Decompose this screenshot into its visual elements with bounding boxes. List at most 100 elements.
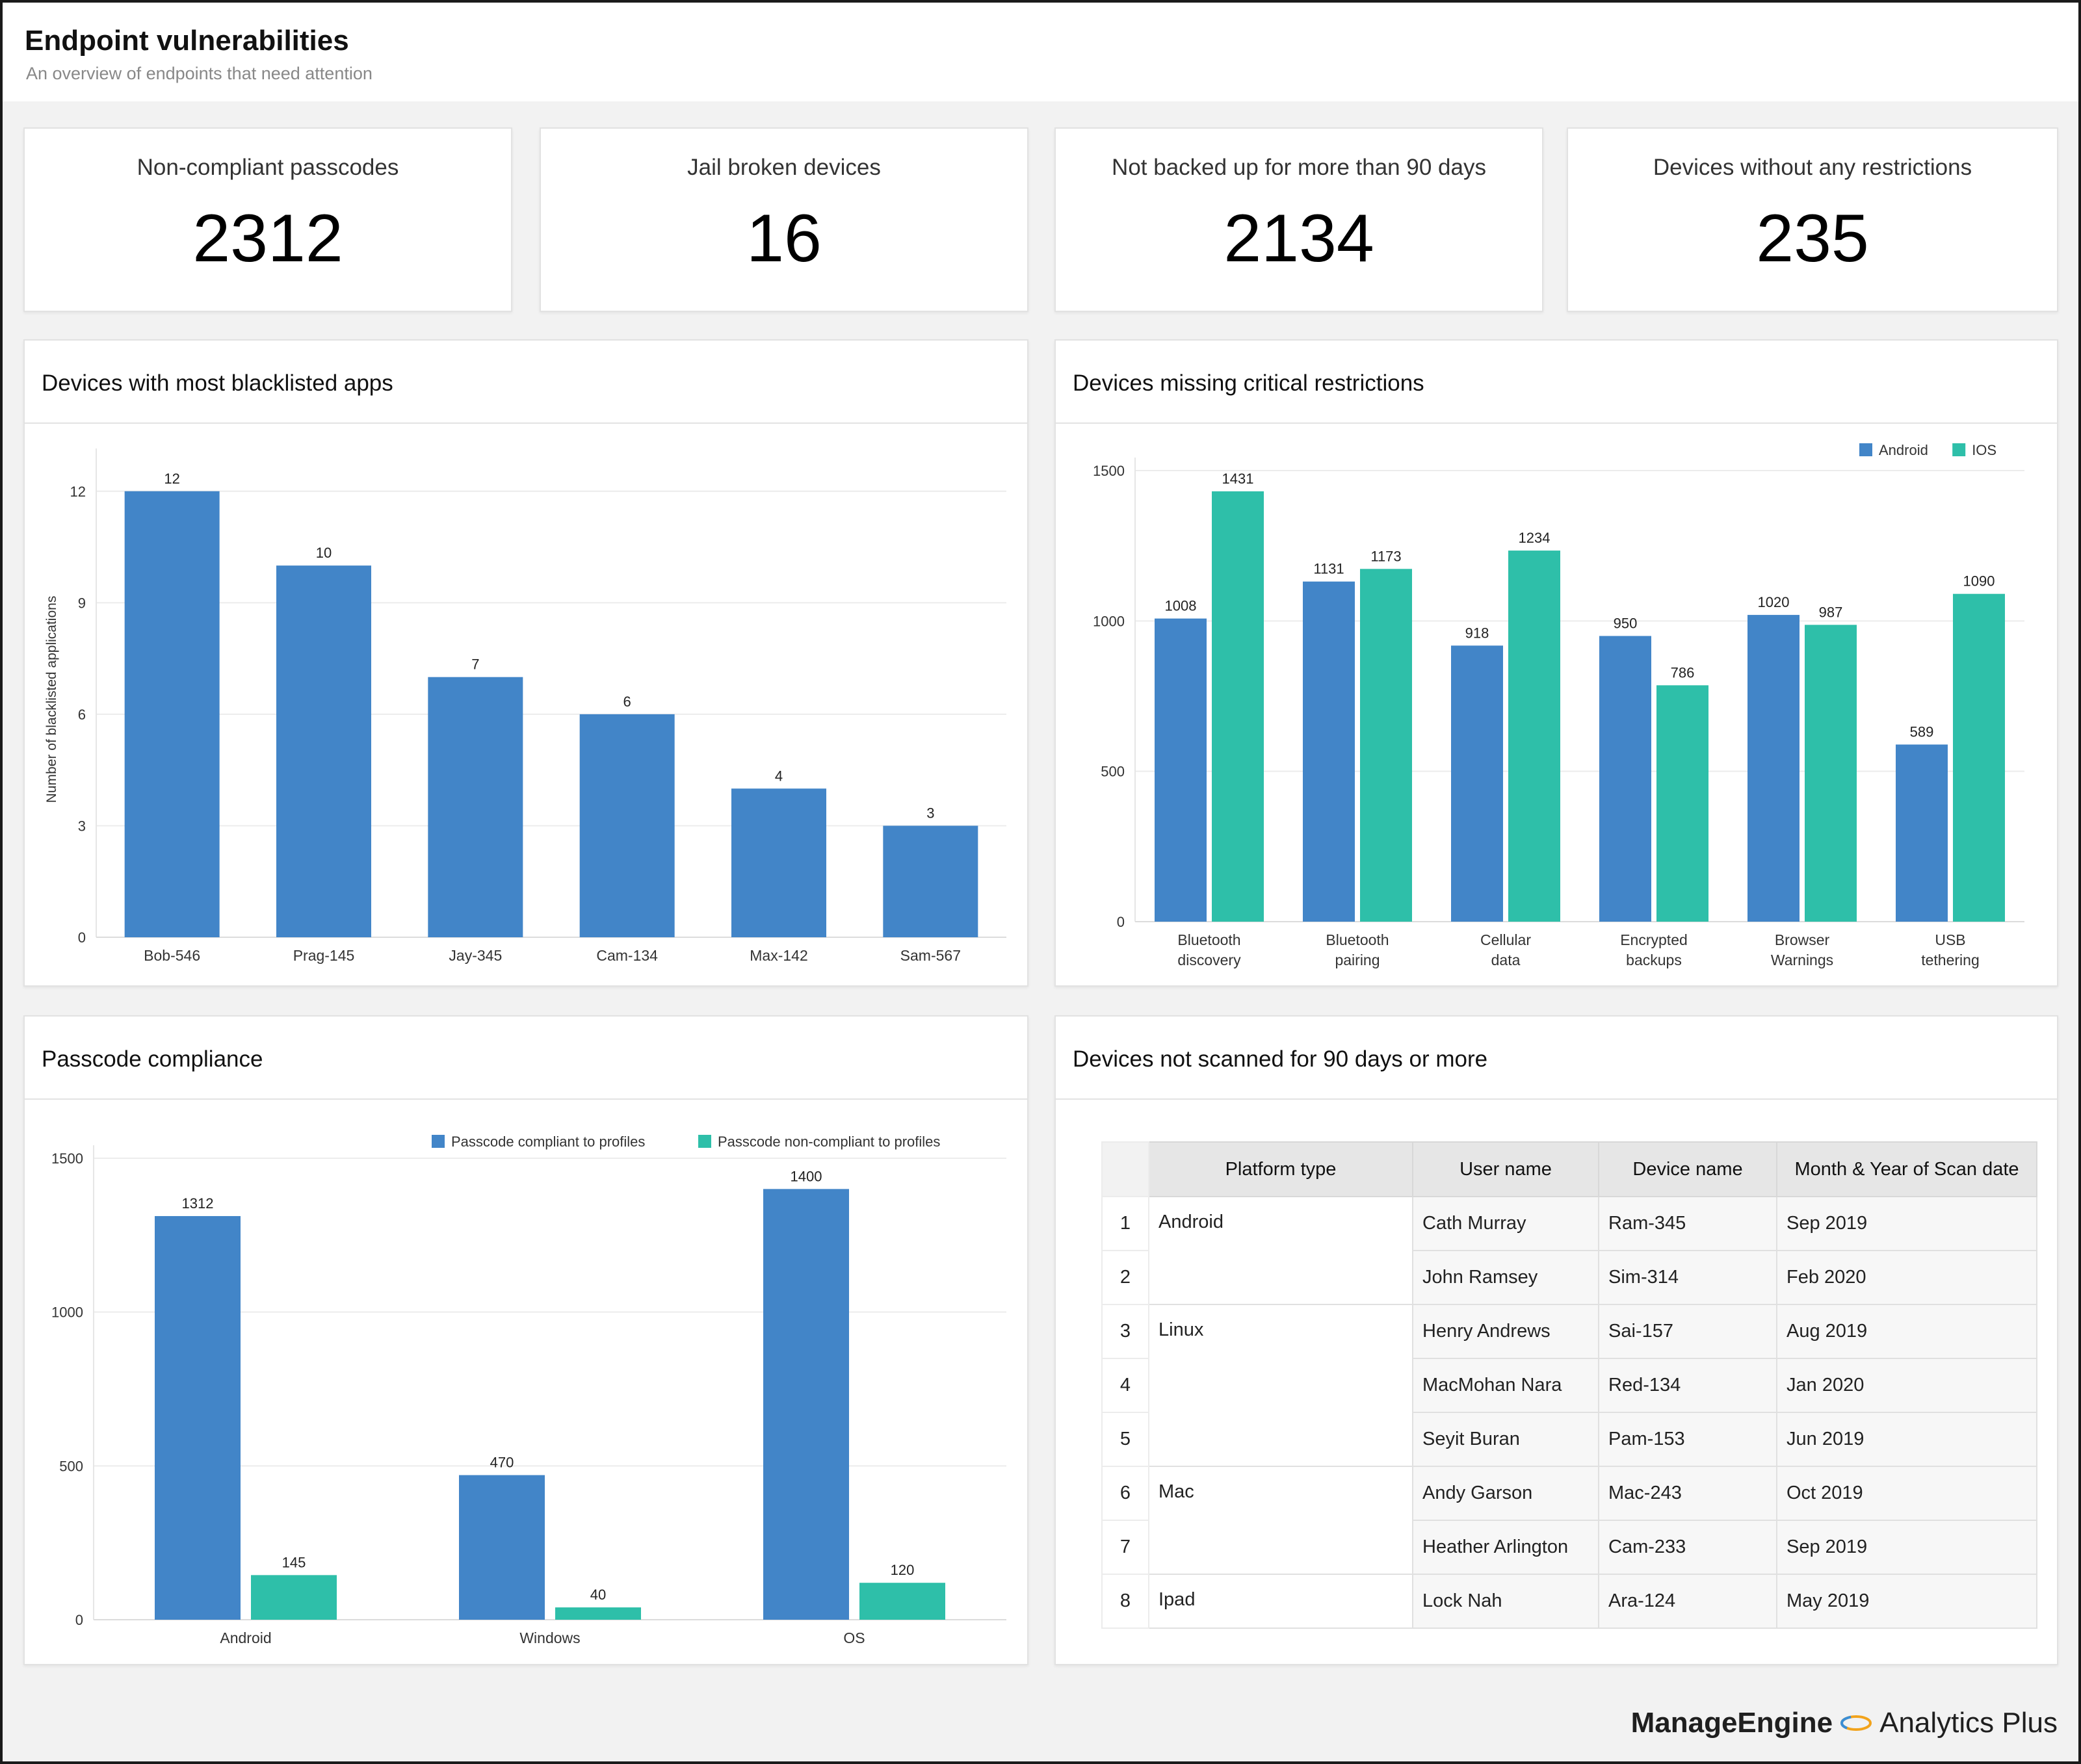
- table-row: 3 Linux Henry Andrews Sai-157 Aug 2019: [1101, 1304, 2037, 1359]
- x-tick-label: Jay-345: [449, 947, 502, 964]
- bar: [1303, 581, 1355, 922]
- date-cell: Jun 2019: [1776, 1412, 2037, 1467]
- bar: [731, 788, 826, 937]
- row-index: 4: [1101, 1358, 1149, 1413]
- data-label: 1234: [1519, 530, 1551, 546]
- date-cell: Sep 2019: [1776, 1196, 2037, 1251]
- panel-divider: [25, 1098, 1027, 1100]
- legend-swatch: [1952, 443, 1966, 456]
- date-cell: Feb 2020: [1776, 1250, 2037, 1305]
- bar: [1656, 685, 1708, 922]
- data-label: 470: [490, 1455, 514, 1471]
- logo-product: Analytics Plus: [1879, 1707, 2058, 1739]
- data-label: 120: [891, 1562, 915, 1578]
- kpi-card-not-backed-up[interactable]: Not backed up for more than 90 days 2134: [1054, 127, 1543, 312]
- platform-cell: Mac: [1148, 1466, 1413, 1520]
- platform-cell: [1148, 1412, 1413, 1467]
- panel-title: Devices missing critical restrictions: [1073, 370, 1424, 396]
- kpi-card-jail-broken-devices[interactable]: Jail broken devices 16: [540, 127, 1028, 312]
- date-cell: Sep 2019: [1776, 1520, 2037, 1575]
- data-label: 1400: [791, 1168, 822, 1184]
- logo-ring-icon: [1840, 1715, 1872, 1731]
- bar: [763, 1189, 849, 1620]
- kpi-card-no-restrictions[interactable]: Devices without any restrictions 235: [1567, 127, 2058, 312]
- y-tick-label: 9: [78, 595, 86, 611]
- platform-cell: Android: [1148, 1196, 1413, 1251]
- kpi-card-non-compliant-passcodes[interactable]: Non-compliant passcodes 2312: [23, 127, 512, 312]
- x-tick-label: backups: [1626, 952, 1682, 968]
- row-index: 3: [1101, 1304, 1149, 1359]
- x-tick-label: Warnings: [1771, 952, 1833, 968]
- panel-divider: [25, 422, 1027, 424]
- x-tick-label: Cellular: [1480, 931, 1531, 948]
- kpi-label: Jail broken devices: [687, 155, 881, 180]
- product-logo: ManageEngine Analytics Plus: [1631, 1707, 2058, 1739]
- data-label: 987: [1819, 604, 1843, 620]
- column-header-device[interactable]: Device name: [1598, 1141, 1777, 1197]
- x-tick-label: Sam-567: [900, 947, 961, 964]
- kpi-value: 2134: [1224, 201, 1374, 276]
- kpi-label: Not backed up for more than 90 days: [1112, 155, 1486, 180]
- bar: [1953, 593, 2005, 922]
- x-tick-label: data: [1491, 952, 1521, 968]
- panel-title: Devices not scanned for 90 days or more: [1073, 1046, 1488, 1072]
- platform-cell: [1148, 1251, 1413, 1305]
- legend-swatch: [432, 1135, 445, 1148]
- bar: [883, 825, 978, 937]
- index-column-header: [1101, 1141, 1149, 1197]
- bar: [1747, 615, 1800, 922]
- date-cell: Jan 2020: [1776, 1358, 2037, 1413]
- panel-missing-restrictions: Devices missing critical restrictions 0 5…: [1054, 339, 2058, 987]
- user-cell: John Ramsey: [1412, 1250, 1599, 1305]
- y-tick-label: 1000: [51, 1304, 83, 1321]
- table-row: 4 MacMohan Nara Red-134 Jan 2020: [1101, 1358, 2037, 1413]
- table-header-row: Platform type User name Device name Mont…: [1101, 1141, 2037, 1197]
- kpi-label: Non-compliant passcodes: [137, 155, 399, 180]
- not-scanned-table: Platform type User name Device name Mont…: [1101, 1141, 2037, 1629]
- legend-label: Passcode non-compliant to profiles: [718, 1134, 940, 1150]
- table-row: 7 Heather Arlington Cam-233 Sep 2019: [1101, 1520, 2037, 1575]
- device-cell: Cam-233: [1598, 1520, 1777, 1575]
- page-header: Endpoint vulnerabilities An overview of …: [3, 3, 2078, 101]
- date-cell: May 2019: [1776, 1574, 2037, 1629]
- data-label: 589: [1910, 723, 1934, 740]
- y-tick-label: 0: [75, 1612, 83, 1628]
- user-cell: Cath Murray: [1412, 1196, 1599, 1251]
- passcode-compliance-chart: 0 500 1000 1500 1312 145 Android 470 40 Windows 14…: [51, 1134, 1006, 1646]
- x-tick-label: Bluetooth: [1326, 931, 1389, 948]
- row-index: 7: [1101, 1520, 1149, 1575]
- bar: [1508, 551, 1560, 922]
- data-label: 4: [775, 768, 783, 784]
- user-cell: Andy Garson: [1412, 1466, 1599, 1521]
- y-tick-label: 1500: [51, 1150, 83, 1167]
- bar: [251, 1575, 337, 1620]
- bar: [1896, 744, 1948, 922]
- y-axis-label: Number of blacklisted applications: [44, 596, 59, 803]
- device-cell: Ara-124: [1598, 1574, 1777, 1629]
- data-label: 1020: [1758, 594, 1790, 610]
- user-cell: Lock Nah: [1412, 1574, 1599, 1629]
- x-tick-label: pairing: [1335, 952, 1380, 968]
- row-index: 1: [1101, 1196, 1149, 1251]
- x-tick-label: Windows: [519, 1629, 580, 1646]
- user-cell: Henry Andrews: [1412, 1304, 1599, 1359]
- column-header-scan-date[interactable]: Month & Year of Scan date: [1776, 1141, 2037, 1197]
- user-cell: Seyit Buran: [1412, 1412, 1599, 1467]
- panel-blacklisted-apps: Devices with most blacklisted apps 0 3 6 9 1…: [23, 339, 1028, 987]
- data-label: 12: [164, 471, 179, 487]
- y-tick-label: 0: [1117, 914, 1125, 930]
- data-label: 918: [1465, 625, 1489, 641]
- kpi-value: 235: [1756, 201, 1869, 276]
- kpi-label: Devices without any restrictions: [1653, 155, 1972, 180]
- column-header-platform[interactable]: Platform type: [1148, 1141, 1413, 1197]
- x-tick-label: Bob-546: [144, 947, 200, 964]
- user-cell: MacMohan Nara: [1412, 1358, 1599, 1413]
- data-label: 10: [316, 545, 332, 561]
- data-label: 7: [471, 656, 479, 673]
- device-cell: Red-134: [1598, 1358, 1777, 1413]
- bar: [1599, 636, 1651, 922]
- platform-cell: Linux: [1148, 1304, 1413, 1358]
- column-header-user[interactable]: User name: [1412, 1141, 1599, 1197]
- bar: [155, 1215, 241, 1620]
- panel-title: Devices with most blacklisted apps: [42, 370, 393, 396]
